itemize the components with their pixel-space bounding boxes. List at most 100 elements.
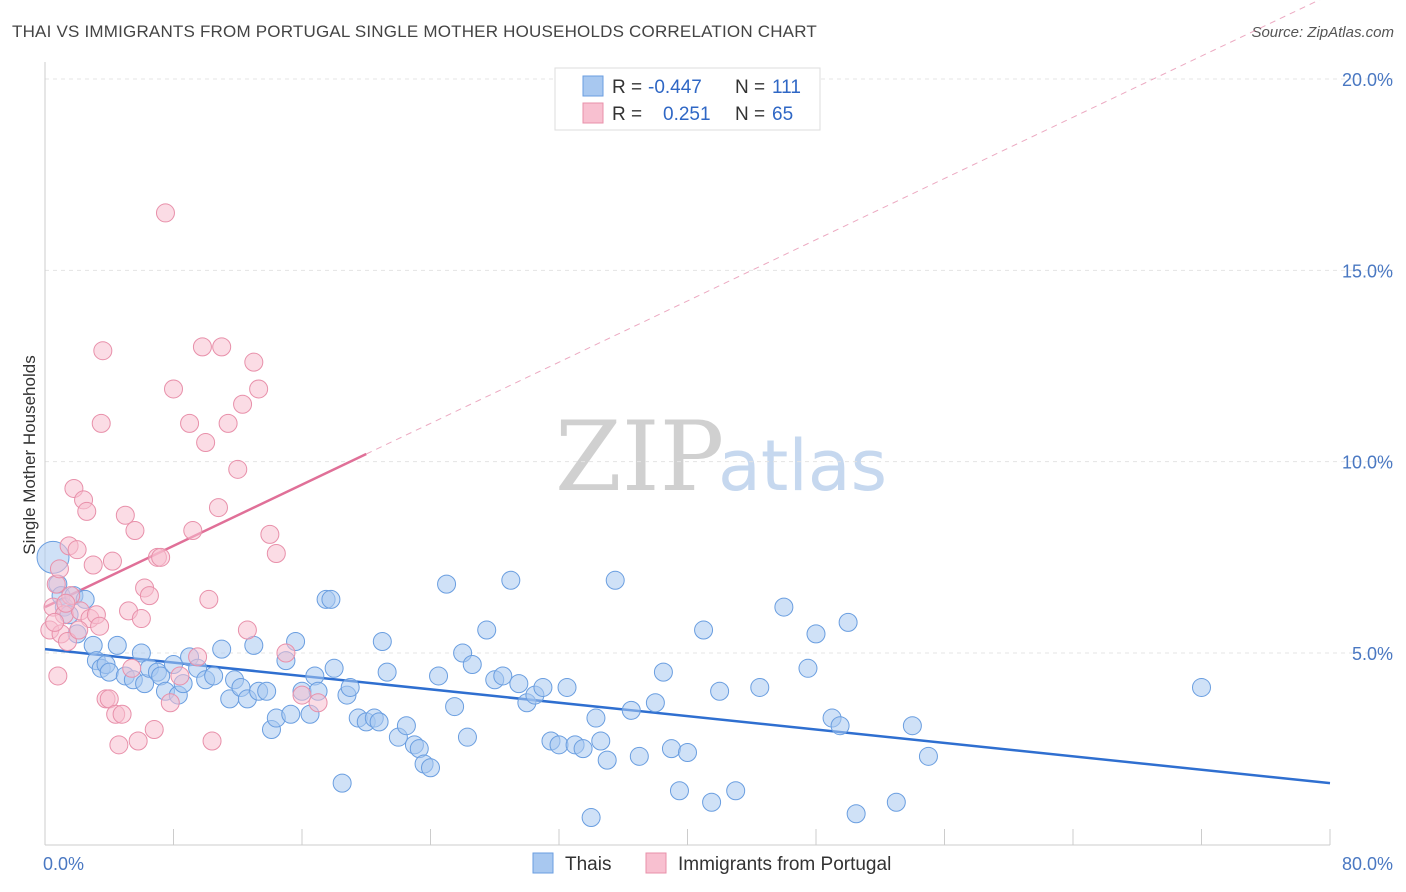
thais-point xyxy=(830,716,850,736)
watermark-atlas: atlas xyxy=(718,425,887,507)
thais-point xyxy=(533,677,553,697)
y-tick-label: 20.0% xyxy=(1342,70,1393,90)
thais-point xyxy=(661,739,681,759)
thais-point xyxy=(549,735,569,755)
portugal-point xyxy=(125,521,145,541)
thais-point xyxy=(1192,677,1211,697)
watermark-zip: ZIP xyxy=(555,401,724,513)
legend-r-value-1: -0.447 xyxy=(648,77,702,98)
thais-point xyxy=(694,620,714,640)
portugal-point xyxy=(56,593,76,613)
thais-trend-line xyxy=(44,647,1331,785)
legend-n-value-1: 111 xyxy=(772,77,801,98)
thais-point xyxy=(340,677,360,697)
thais-point xyxy=(457,727,477,747)
thais-point xyxy=(669,781,689,801)
bottom-legend-swatch-thais xyxy=(532,852,554,874)
thais-point xyxy=(597,750,617,770)
portugal-point xyxy=(244,352,264,372)
thais-point xyxy=(281,704,301,724)
portugal-point xyxy=(233,394,253,414)
thais-point xyxy=(645,693,665,713)
portugal-point xyxy=(199,589,219,609)
thais-point xyxy=(99,662,119,682)
portugal-point xyxy=(249,379,269,399)
portugal-point xyxy=(69,620,89,640)
portugal-point xyxy=(48,666,68,686)
thais-point xyxy=(83,635,103,655)
thais-point xyxy=(629,746,649,766)
thais-point xyxy=(621,700,641,720)
legend-swatch-portugal xyxy=(582,102,604,124)
thais-point xyxy=(477,620,497,640)
portugal-point xyxy=(180,413,200,433)
portugal-point xyxy=(308,693,328,713)
portugal-point xyxy=(131,609,151,629)
thais-point xyxy=(726,781,746,801)
legend-n-label-1: N = xyxy=(735,77,765,98)
portugal-point xyxy=(228,459,248,479)
thais-point xyxy=(573,739,593,759)
thais-point xyxy=(324,658,344,678)
thais-point xyxy=(445,697,465,717)
legend-n-label-2: N = xyxy=(735,104,765,125)
portugal-point xyxy=(115,505,135,525)
portugal-point xyxy=(292,685,312,705)
thais-point xyxy=(321,589,341,609)
portugal-point xyxy=(102,551,122,571)
portugal-point xyxy=(93,341,113,361)
portugal-point xyxy=(144,720,164,740)
thais-point xyxy=(372,632,392,652)
portugal-point xyxy=(192,337,212,357)
legend-r-label-2: R = xyxy=(612,104,642,125)
portugal-point xyxy=(208,498,228,518)
correlation-legend: R = -0.447 N = 111 R = 0.251 N = 65 xyxy=(554,67,821,131)
portugal-point xyxy=(139,586,159,606)
thais-point xyxy=(377,662,397,682)
thais-point xyxy=(798,658,818,678)
portugal-trend-extension xyxy=(366,0,1321,455)
portugal-point xyxy=(183,521,203,541)
thais-point xyxy=(204,666,224,686)
legend-r-value-2: 0.251 xyxy=(663,104,711,125)
portugal-point xyxy=(202,731,222,751)
x-tick-label-max: 80.0% xyxy=(1342,854,1393,874)
thais-point xyxy=(107,635,127,655)
portugal-point xyxy=(237,620,257,640)
thais-point xyxy=(702,792,722,812)
thais-point xyxy=(493,666,513,686)
legend-swatch-thais xyxy=(582,75,604,97)
portugal-point xyxy=(160,693,180,713)
thais-point xyxy=(838,612,858,632)
series-legend: Thais Immigrants from Portugal xyxy=(532,852,891,875)
thais-point xyxy=(332,773,352,793)
thais-point xyxy=(653,662,673,682)
portugal-point xyxy=(218,413,238,433)
bottom-legend-label-thais: Thais xyxy=(565,854,611,875)
portugal-point xyxy=(90,616,110,636)
portugal-point xyxy=(260,524,280,544)
thais-point xyxy=(750,677,770,697)
thais-point xyxy=(886,792,906,812)
thais-point xyxy=(257,681,277,701)
y-tick-label: 10.0% xyxy=(1342,453,1393,473)
thais-point xyxy=(305,666,325,686)
portugal-point xyxy=(164,379,183,399)
thais-point xyxy=(131,643,151,663)
bottom-legend-swatch-portugal xyxy=(645,852,667,874)
portugal-point xyxy=(49,559,69,579)
portugal-trend-line xyxy=(44,452,367,609)
portugal-point xyxy=(46,574,66,594)
thais-point xyxy=(678,742,697,762)
portugal-point xyxy=(91,413,111,433)
thais-point xyxy=(437,574,457,594)
thais-point xyxy=(605,570,625,590)
portugal-point xyxy=(212,337,232,357)
portugal-point xyxy=(109,735,129,755)
thais-point xyxy=(586,708,606,728)
chart-title: THAI VS IMMIGRANTS FROM PORTUGAL SINGLE … xyxy=(12,22,817,41)
legend-n-value-2: 65 xyxy=(772,104,793,125)
thais-point xyxy=(509,674,529,694)
y-tick-label: 5.0% xyxy=(1352,644,1393,664)
